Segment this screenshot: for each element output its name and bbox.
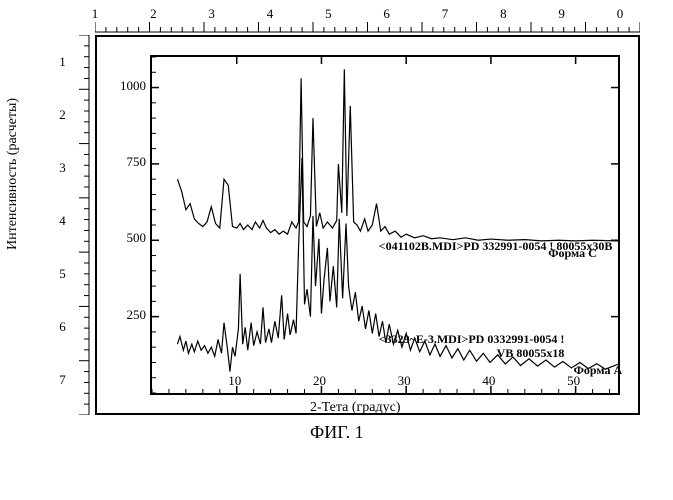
x-tick-label: 10 xyxy=(220,373,250,389)
x-tick-label: 20 xyxy=(304,373,334,389)
top-ruler-label: 2 xyxy=(143,6,163,22)
chart-annotation: Форма A xyxy=(574,364,623,378)
top-ruler-label: 7 xyxy=(435,6,455,22)
top-ruler-label: 6 xyxy=(377,6,397,22)
y-tick-label: 250 xyxy=(108,307,146,323)
top-ruler-label: 0 xyxy=(610,6,630,22)
left-ruler-label: 3 xyxy=(55,160,70,176)
series-form-c xyxy=(177,69,618,241)
top-ruler-label: 9 xyxy=(552,6,572,22)
left-ruler-label: 2 xyxy=(55,107,70,123)
y-tick-label: 1000 xyxy=(108,78,146,94)
y-axis-label: Интенсивность (расчеты) xyxy=(5,98,21,250)
left-ruler-label: 5 xyxy=(55,266,70,282)
x-axis-label: 2-Тета (градус) xyxy=(310,400,401,416)
y-tick-label: 750 xyxy=(108,154,146,170)
left-ruler-label: 7 xyxy=(55,372,70,388)
x-tick-label: 30 xyxy=(389,373,419,389)
top-ruler-label: 4 xyxy=(260,6,280,22)
y-tick-label: 500 xyxy=(108,230,146,246)
top-ruler-label: 5 xyxy=(318,6,338,22)
top-ruler-label: 8 xyxy=(493,6,513,22)
top-ruler-label: 3 xyxy=(202,6,222,22)
left-ruler-label: 4 xyxy=(55,213,70,229)
chart-annotation: Форма C xyxy=(548,247,597,261)
left-ruler-label: 6 xyxy=(55,319,70,335)
chart-annotation: <3329~E-3.MDI>PD 0332991-0054 !VB 80055x… xyxy=(379,333,565,361)
left-ruler-label: 1 xyxy=(55,54,70,70)
figure-caption: ФИГ. 1 xyxy=(310,422,364,443)
top-ruler-label: 1 xyxy=(85,6,105,22)
x-tick-label: 40 xyxy=(474,373,504,389)
